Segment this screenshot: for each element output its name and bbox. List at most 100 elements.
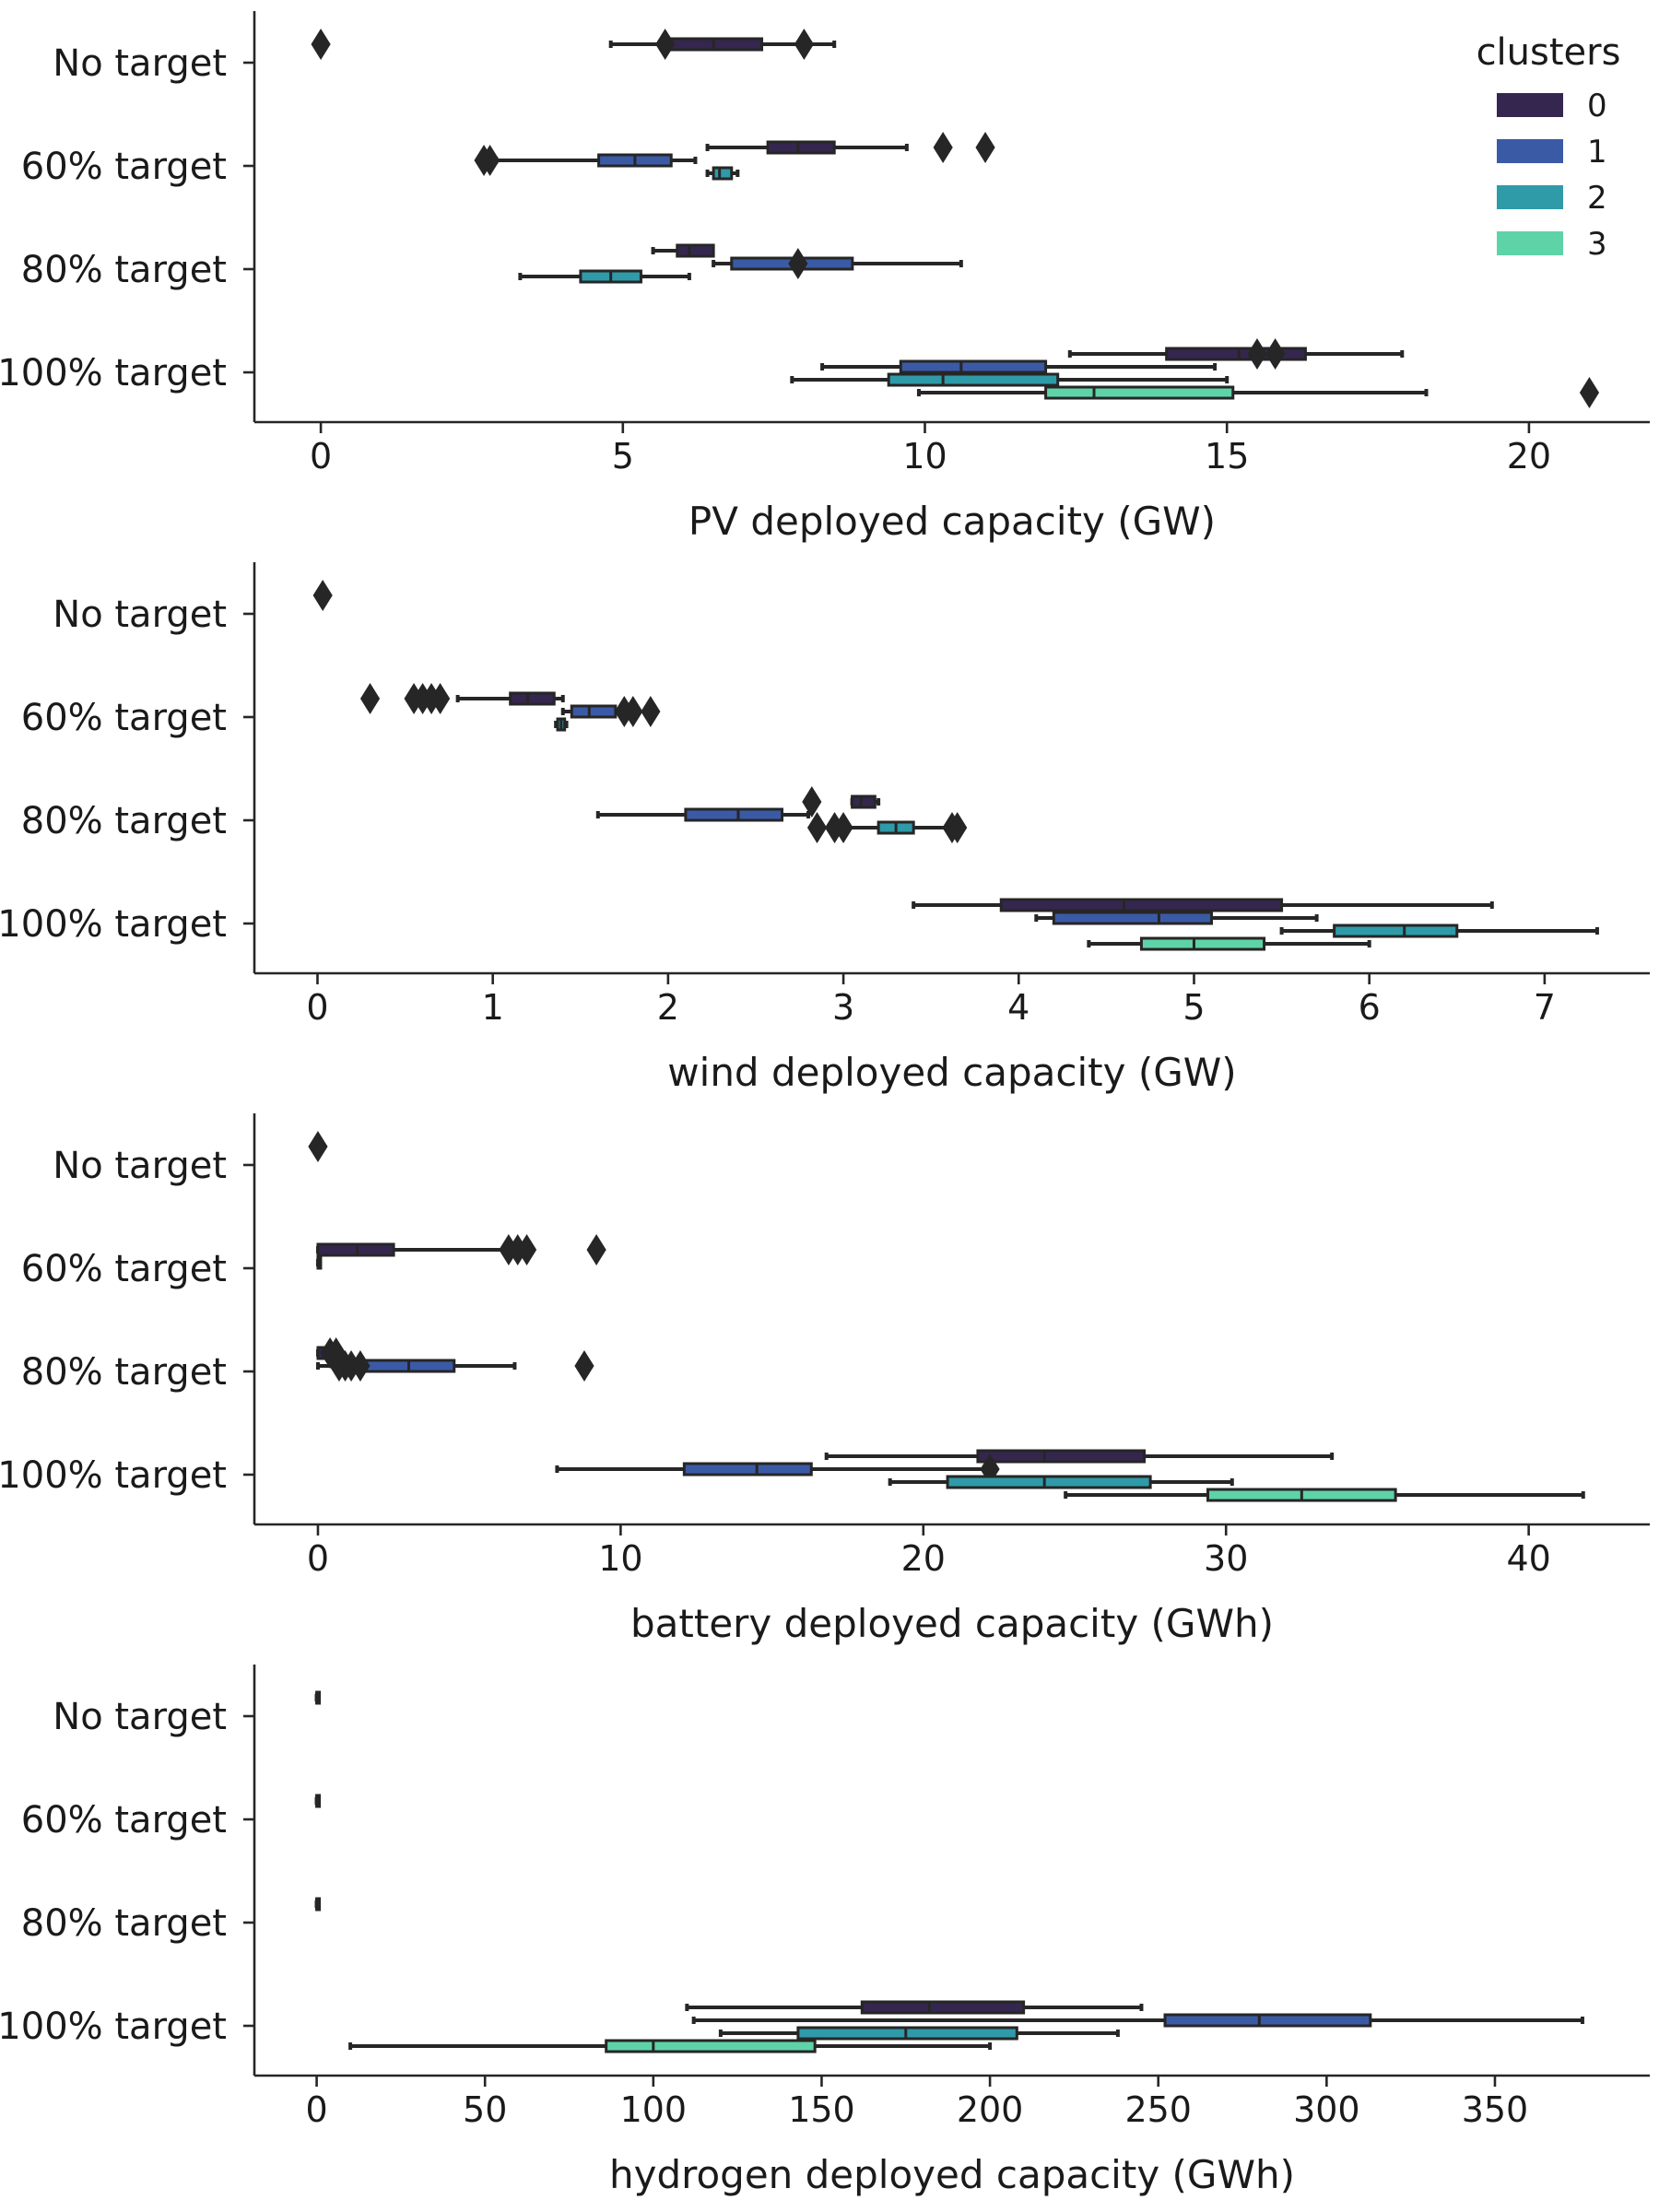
box-cluster-0 [314, 1897, 322, 1912]
legend: clusters 0 1 2 3 [1477, 31, 1621, 263]
box-cluster-1 [712, 248, 963, 279]
box-cluster-0 [1067, 338, 1405, 370]
category-label: 100% target [0, 1454, 227, 1497]
outlier-point [623, 696, 643, 727]
box-cluster-3 [348, 2039, 993, 2053]
box-iqr [712, 166, 734, 181]
box-iqr [509, 691, 556, 706]
box-cluster-0 [651, 243, 715, 258]
x-tick-label: 10 [598, 1538, 642, 1579]
x-tick-label: 6 [1359, 987, 1381, 1028]
outlier-point [1265, 338, 1286, 370]
legend-swatch-3 [1497, 231, 1563, 255]
x-tick-label: 3 [832, 987, 854, 1028]
box-cluster-1 [820, 359, 1218, 374]
legend-label-3: 3 [1587, 226, 1607, 263]
x-tick-label: 5 [1182, 987, 1205, 1028]
x-tick-label: 7 [1534, 987, 1556, 1028]
outlier-point [1579, 377, 1600, 408]
chart-panel-4: 0 50 100 150 200 250 300 350 hydrogen deployed c… [0, 1665, 1650, 2197]
box-cluster-0 [705, 132, 995, 163]
category-label: No target [53, 594, 227, 636]
box-cluster-2 [806, 812, 968, 843]
box-cluster-3 [1087, 936, 1371, 951]
category-label: 100% target [0, 352, 227, 394]
category-label: No target [53, 42, 227, 85]
chart-panel-2: 0 1 2 3 4 5 6 7 wind deployed capacity (GW) No ta… [0, 562, 1650, 1095]
category-label: 60% target [21, 146, 227, 188]
outlier-point [655, 29, 676, 60]
box-iqr [570, 704, 618, 719]
box-cluster-0 [312, 580, 333, 611]
legend-label-0: 0 [1587, 88, 1607, 124]
box-cluster-0 [314, 1794, 322, 1808]
x-tick-label: 0 [305, 2089, 327, 2130]
legend-swatch-2 [1497, 185, 1563, 209]
category-label: 100% target [0, 903, 227, 946]
x-tick-label: 300 [1293, 2089, 1360, 2130]
x-tick-label: 0 [306, 987, 328, 1028]
outlier-point [806, 812, 828, 843]
box-iqr [605, 2039, 817, 2053]
chart-panel-3: 0 10 20 30 40 battery deployed capacity (GWh)… [0, 1113, 1650, 1646]
category-label: 80% target [21, 1351, 227, 1394]
box-iqr [1052, 911, 1213, 925]
outlier-point [933, 132, 953, 163]
box-iqr [899, 359, 1048, 374]
box-cluster-0 [824, 1449, 1335, 1464]
box-iqr [1163, 2013, 1372, 2028]
box-cluster-0 [308, 1131, 328, 1162]
box-cluster-0 [802, 786, 881, 818]
box-cluster-3 [916, 377, 1600, 408]
outlier-point [350, 1350, 371, 1382]
legend-swatch-0 [1497, 93, 1563, 117]
x-tick-label: 250 [1124, 2089, 1192, 2130]
box-iqr [316, 1242, 395, 1257]
x-tick-label: 15 [1205, 436, 1249, 477]
outlier-point [794, 29, 815, 60]
x-tick-label: 2 [657, 987, 679, 1028]
box-cluster-0 [314, 1690, 322, 1705]
legend-label-1: 1 [1587, 134, 1607, 171]
box-cluster-2 [790, 372, 1230, 387]
x-tick-label: 0 [310, 436, 332, 477]
x-axis-title: PV deployed capacity (GW) [688, 499, 1216, 544]
box-iqr [1333, 924, 1459, 938]
category-label: No target [53, 1696, 227, 1738]
box-iqr [887, 372, 1060, 387]
outlier-point [947, 812, 968, 843]
legend-swatch-1 [1497, 139, 1563, 163]
outlier-point [308, 1131, 328, 1162]
box-iqr [796, 2026, 1018, 2041]
x-tick-label: 200 [957, 2089, 1024, 2130]
outlier-point [480, 145, 500, 176]
box-cluster-3 [1064, 1488, 1585, 1502]
x-tick-label: 4 [1007, 987, 1030, 1028]
outlier-point [802, 786, 822, 818]
x-tick-label: 100 [620, 2089, 688, 2130]
box-iqr [976, 1449, 1147, 1464]
box-cluster-0 [315, 1234, 606, 1265]
category-label: 60% target [21, 1799, 227, 1841]
box-iqr [1139, 936, 1266, 951]
outlier-point [788, 248, 808, 279]
box-cluster-1 [560, 696, 661, 727]
outlier-point [641, 696, 661, 727]
box-iqr [676, 243, 715, 258]
category-label: No target [53, 1145, 227, 1187]
legend-title: clusters [1477, 31, 1621, 74]
box-cluster-1 [474, 145, 698, 176]
outlier-point [359, 683, 381, 714]
outlier-point [1247, 338, 1267, 370]
category-label: 80% target [21, 800, 227, 842]
outlier-point [833, 812, 853, 843]
category-label: 60% target [21, 697, 227, 739]
category-label: 80% target [21, 249, 227, 291]
box-cluster-0 [912, 898, 1494, 912]
x-tick-label: 50 [463, 2089, 507, 2130]
category-label: 60% target [21, 1248, 227, 1290]
x-tick-label: 0 [307, 1538, 329, 1579]
outlier-point [312, 580, 333, 611]
